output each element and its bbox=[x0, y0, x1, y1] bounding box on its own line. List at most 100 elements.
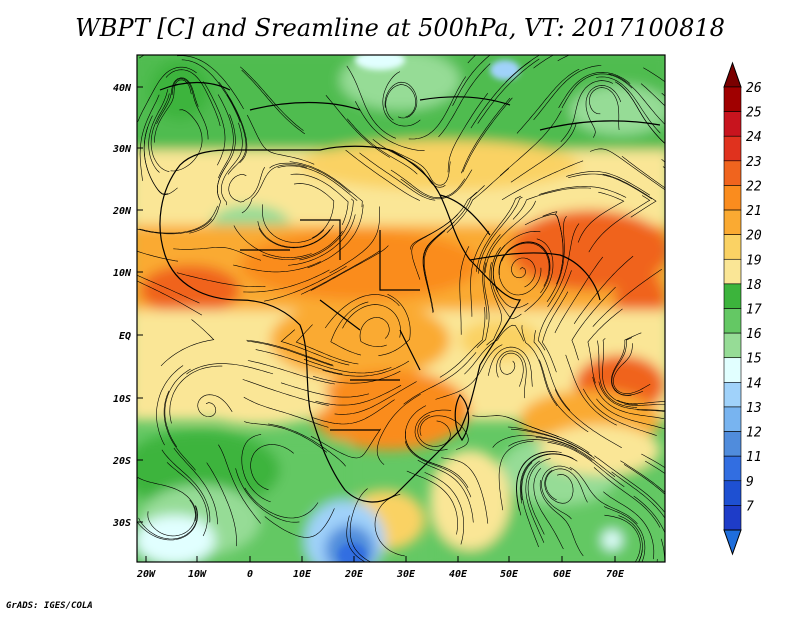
colorbar-label: 18 bbox=[746, 278, 762, 293]
streamline bbox=[592, 376, 665, 419]
streamline bbox=[303, 359, 392, 374]
colorbar-swatch bbox=[723, 185, 742, 211]
streamline bbox=[166, 462, 208, 537]
streamline bbox=[139, 55, 145, 59]
streamline bbox=[255, 349, 343, 375]
colorbar-label: 21 bbox=[746, 204, 762, 219]
streamline bbox=[496, 350, 527, 399]
streamline bbox=[447, 93, 489, 173]
streamline bbox=[633, 495, 665, 534]
streamline bbox=[139, 205, 218, 234]
streamline bbox=[247, 360, 335, 385]
streamline bbox=[322, 360, 410, 377]
lon-label: 10E bbox=[293, 569, 312, 580]
streamline bbox=[498, 241, 550, 276]
streamline bbox=[511, 257, 536, 288]
streamline bbox=[228, 167, 265, 203]
streamline bbox=[233, 225, 312, 259]
colorbar-swatch bbox=[723, 234, 742, 260]
streamline bbox=[241, 69, 305, 135]
wbpt-field bbox=[137, 55, 665, 562]
streamline bbox=[661, 158, 665, 163]
streamline bbox=[521, 462, 539, 548]
streamline bbox=[280, 382, 369, 398]
streamline bbox=[477, 58, 540, 124]
streamline bbox=[602, 173, 657, 218]
streamline bbox=[243, 396, 329, 428]
streamline bbox=[498, 440, 534, 511]
streamline bbox=[539, 359, 589, 433]
colorbar-label: 23 bbox=[746, 155, 762, 170]
colorbar-label: 11 bbox=[746, 450, 762, 465]
streamline bbox=[170, 109, 203, 172]
colorbar-label: 15 bbox=[746, 352, 762, 367]
streamline bbox=[290, 173, 349, 226]
streamline bbox=[186, 363, 274, 375]
streamline bbox=[598, 381, 665, 412]
streamline bbox=[289, 161, 363, 208]
streamline bbox=[280, 329, 350, 366]
streamline bbox=[546, 216, 567, 302]
streamline bbox=[307, 204, 364, 269]
streamline bbox=[485, 200, 536, 273]
streamline bbox=[521, 325, 558, 407]
streamline bbox=[544, 469, 574, 504]
colorbar-swatch bbox=[723, 258, 742, 285]
streamline bbox=[620, 460, 665, 493]
streamline bbox=[410, 191, 478, 250]
streamline bbox=[156, 365, 184, 446]
colorbar-swatch bbox=[723, 160, 742, 186]
streamline bbox=[617, 399, 665, 405]
colorbar-label: 14 bbox=[746, 376, 762, 391]
streamline bbox=[137, 218, 212, 235]
streamline bbox=[241, 434, 271, 503]
streamline bbox=[277, 165, 358, 201]
streamline bbox=[385, 84, 416, 121]
colorbar-lower-arrow bbox=[723, 529, 742, 556]
streamline bbox=[300, 250, 380, 295]
streamline bbox=[206, 462, 237, 547]
streamline bbox=[139, 94, 160, 181]
streamline bbox=[533, 65, 602, 121]
streamline bbox=[173, 247, 261, 261]
streamline bbox=[611, 337, 644, 396]
streamline bbox=[656, 558, 658, 562]
streamline bbox=[569, 466, 638, 525]
streamline bbox=[498, 255, 542, 296]
streamline bbox=[148, 89, 169, 173]
streamline bbox=[137, 274, 200, 304]
lon-label: 50E bbox=[500, 569, 519, 580]
streamline bbox=[137, 280, 203, 316]
streamline bbox=[527, 458, 551, 535]
colorbar-swatch bbox=[723, 406, 742, 432]
streamlines bbox=[137, 55, 665, 562]
streamline bbox=[349, 488, 372, 562]
streamline bbox=[624, 403, 665, 406]
streamline bbox=[359, 152, 436, 201]
streamline bbox=[414, 409, 452, 451]
colorbar-upper-arrow bbox=[723, 61, 742, 88]
streamline bbox=[355, 101, 425, 151]
colorbar-swatch bbox=[723, 283, 742, 309]
streamline bbox=[566, 171, 651, 196]
streamline bbox=[519, 453, 574, 504]
streamline bbox=[611, 332, 642, 396]
streamline bbox=[406, 470, 458, 535]
streamline bbox=[269, 162, 351, 193]
streamline bbox=[384, 81, 418, 119]
streamline bbox=[510, 123, 577, 183]
streamline bbox=[486, 262, 502, 346]
streamline bbox=[424, 185, 485, 252]
streamline bbox=[568, 173, 653, 200]
streamline bbox=[573, 255, 634, 324]
colorbar-swatch bbox=[723, 431, 742, 457]
streamline bbox=[346, 65, 397, 139]
streamline bbox=[218, 81, 248, 164]
streamline bbox=[542, 291, 569, 373]
streamline bbox=[325, 95, 391, 158]
streamline bbox=[310, 428, 382, 459]
streamline bbox=[499, 110, 562, 176]
streamline bbox=[464, 324, 524, 375]
streamline bbox=[487, 346, 533, 387]
streamline bbox=[525, 460, 545, 543]
